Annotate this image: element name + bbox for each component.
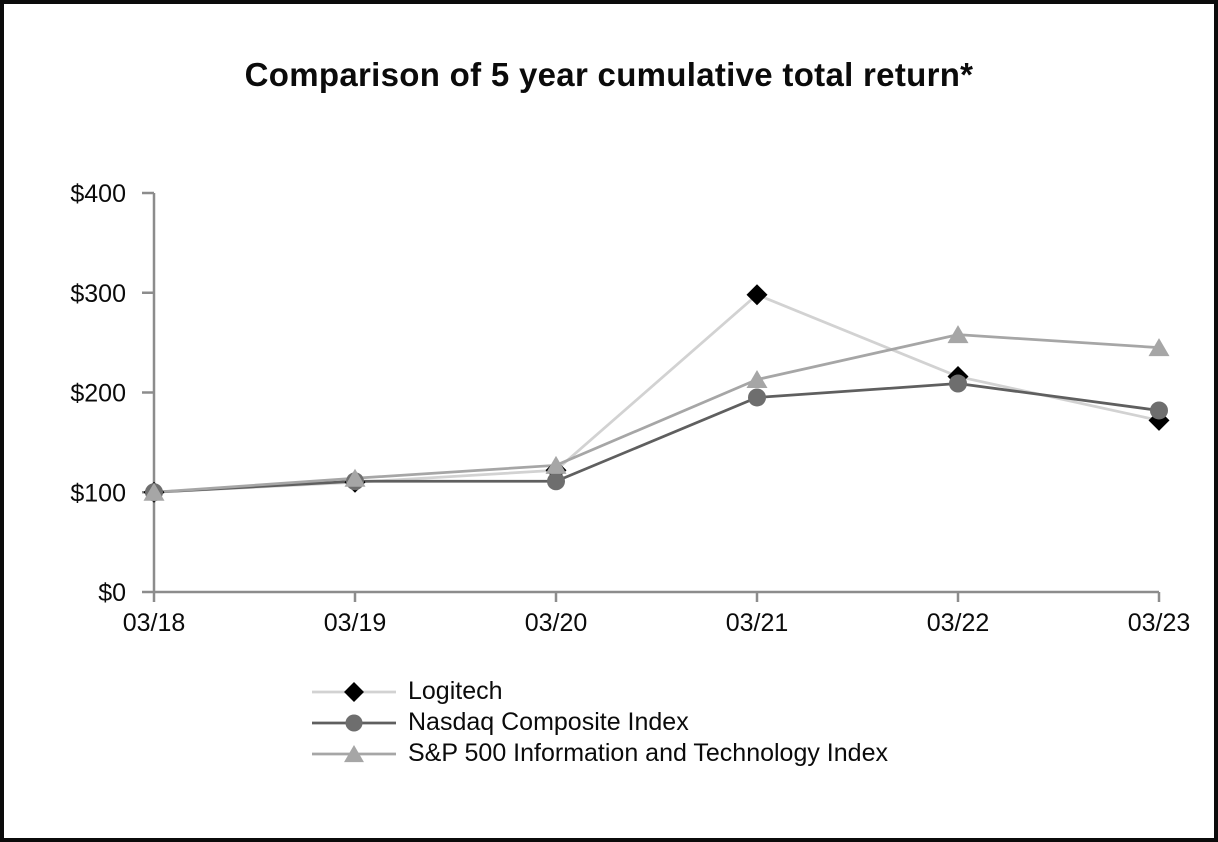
data-point-triangle-03/23 xyxy=(1148,338,1170,357)
data-point-circle-03/20 xyxy=(547,472,565,491)
y-axis-tick-label: $100 xyxy=(70,479,126,507)
data-point-circle-03/22 xyxy=(949,374,967,393)
y-axis-tick-label: $300 xyxy=(70,280,126,308)
data-point-triangle-03/21 xyxy=(746,370,768,389)
legend-marker-circle-icon xyxy=(345,713,363,732)
x-axis-tick-label: 03/19 xyxy=(324,609,387,637)
legend-item-logitech: Logitech xyxy=(310,676,888,707)
legend-marker-diamond-icon xyxy=(344,681,364,702)
data-point-triangle-03/18 xyxy=(143,482,165,501)
legend-marker-triangle-icon xyxy=(344,744,364,762)
x-axis-tick-label: 03/20 xyxy=(525,609,588,637)
legend-swatch-sp500-triangle-icon xyxy=(312,744,396,762)
series-line-diamond xyxy=(153,293,1160,494)
x-axis-tick-label: 03/18 xyxy=(123,609,186,637)
data-point-triangle-03/22 xyxy=(947,325,969,344)
x-axis-tick-label: 03/21 xyxy=(726,609,789,637)
y-axis-tick-label: $400 xyxy=(70,180,126,208)
line-chart-plot: $0 $100 $200 $300 $400 03/18 03/19 03/20 03/21 03… xyxy=(70,180,1191,637)
legend-swatch-logitech-diamond-icon xyxy=(312,681,396,702)
legend-swatch-nasdaq-circle-icon xyxy=(312,713,396,732)
x-axis-tick-label: 03/22 xyxy=(927,609,990,637)
y-axis-tick-label: $200 xyxy=(70,380,126,408)
data-point-triangle-03/19 xyxy=(344,468,366,487)
series-line-triangle xyxy=(153,333,1160,494)
legend-item-sp500-it: S&P 500 Information and Technology Index xyxy=(310,738,888,769)
chart-title: Comparison of 5 year cumulative total re… xyxy=(244,56,974,93)
y-axis-tick-label: $0 xyxy=(98,579,126,607)
data-point-diamond-03/21 xyxy=(746,284,768,306)
legend-label-nasdaq-composite: Nasdaq Composite Index xyxy=(408,708,689,736)
legend-label-sp500-it: S&P 500 Information and Technology Index xyxy=(408,739,888,767)
series-line-circle xyxy=(153,382,1160,494)
legend-item-nasdaq-composite: Nasdaq Composite Index xyxy=(310,707,888,738)
data-point-circle-03/23 xyxy=(1150,401,1168,420)
data-point-circle-03/21 xyxy=(748,388,766,407)
legend-label-logitech: Logitech xyxy=(408,677,503,705)
chart-legend: Logitech Nasdaq Composite Index S&P 500 … xyxy=(310,676,888,769)
x-axis-tick-label: 03/23 xyxy=(1128,609,1191,637)
data-point-triangle-03/20 xyxy=(545,455,567,474)
